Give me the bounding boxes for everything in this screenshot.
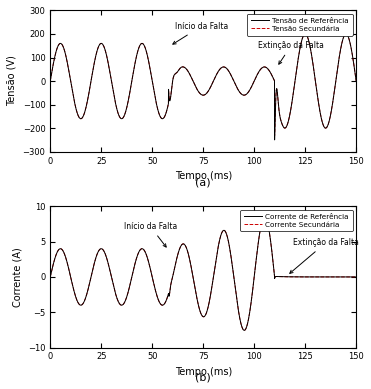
Corrente de Referência: [48, 275, 52, 279]
Corrente Secundária: [109, 274, 114, 279]
Corrente de Referência: [150, 272, 154, 277]
Legend: Tensão de Referência, Tensão Secundária: Tensão de Referência, Tensão Secundária: [247, 14, 352, 35]
Corrente de Referência: [340, 275, 345, 279]
Tensão de Referência: [195, 87, 200, 92]
Text: Extinção da Falta: Extinção da Falta: [258, 41, 324, 64]
Corrente Secundária: [262, 214, 267, 219]
Tensão Secundária: [272, 133, 277, 138]
Text: (a): (a): [196, 177, 211, 187]
Tensão de Referência: [272, 138, 277, 142]
Corrente Secundária: [340, 275, 345, 279]
Text: (b): (b): [196, 373, 211, 383]
Corrente de Referência: [170, 277, 174, 282]
Tensão Secundária: [234, 83, 238, 88]
Tensão de Referência: [303, 32, 308, 36]
Tensão Secundária: [195, 87, 200, 92]
Tensão de Referência: [354, 79, 358, 83]
Tensão de Referência: [340, 38, 345, 43]
Tensão Secundária: [340, 38, 345, 43]
Tensão Secundária: [170, 83, 174, 88]
Corrente de Referência: [354, 275, 358, 279]
X-axis label: Tempo (ms): Tempo (ms): [175, 367, 232, 377]
Text: Início da Falta: Início da Falta: [173, 22, 228, 44]
Corrente Secundária: [242, 328, 247, 333]
Corrente de Referência: [195, 297, 200, 302]
Tensão de Referência: [234, 83, 238, 88]
Corrente Secundária: [170, 277, 174, 282]
Corrente de Referência: [109, 274, 114, 279]
Text: Início da Falta: Início da Falta: [124, 222, 177, 247]
Tensão Secundária: [109, 77, 114, 82]
Corrente Secundária: [48, 275, 52, 279]
Corrente Secundária: [150, 272, 154, 277]
Line: Corrente de Referência: Corrente de Referência: [50, 217, 356, 330]
Y-axis label: Corrente (A): Corrente (A): [12, 247, 22, 307]
X-axis label: Tempo (ms): Tempo (ms): [175, 171, 232, 181]
Corrente Secundária: [234, 290, 238, 295]
Text: Extinção da Falta: Extinção da Falta: [290, 238, 359, 273]
Tensão de Referência: [150, 76, 154, 81]
Corrente de Referência: [262, 214, 267, 219]
Tensão de Referência: [48, 79, 52, 83]
Tensão Secundária: [303, 32, 308, 36]
Corrente de Referência: [234, 290, 238, 295]
Corrente Secundária: [195, 297, 200, 302]
Y-axis label: Tensão (V): Tensão (V): [7, 56, 17, 107]
Line: Tensão de Referência: Tensão de Referência: [50, 34, 356, 140]
Tensão Secundária: [150, 76, 154, 81]
Tensão Secundária: [48, 79, 52, 83]
Tensão de Referência: [170, 83, 174, 88]
Tensão Secundária: [354, 79, 358, 83]
Tensão de Referência: [109, 77, 114, 82]
Corrente de Referência: [242, 328, 247, 333]
Corrente Secundária: [354, 275, 358, 279]
Line: Corrente Secundária: Corrente Secundária: [50, 217, 356, 330]
Legend: Corrente de Referência, Corrente Secundária: Corrente de Referência, Corrente Secundá…: [240, 210, 352, 231]
Line: Tensão Secundária: Tensão Secundária: [50, 34, 356, 136]
